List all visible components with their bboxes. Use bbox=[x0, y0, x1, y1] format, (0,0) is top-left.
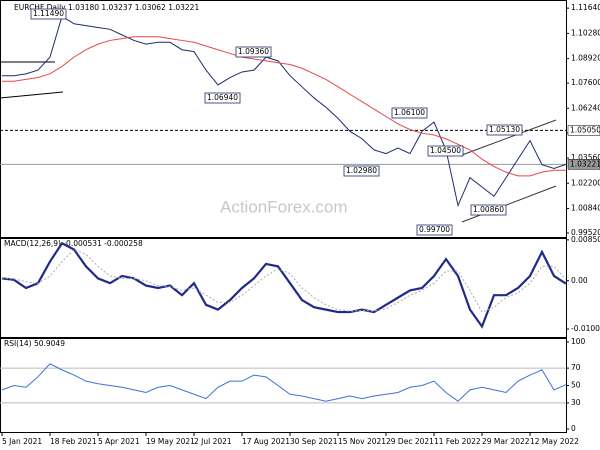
x-tick-label: 30 Sep 2021 bbox=[290, 437, 338, 446]
y-tick-label: 100 bbox=[571, 337, 586, 346]
x-tick-label: 18 Feb 2021 bbox=[50, 437, 97, 446]
level-label: 1.05050 bbox=[570, 125, 600, 134]
y-tick-label: 1.10280 bbox=[571, 28, 600, 37]
y-tick-label: 0.99520 bbox=[571, 228, 600, 237]
channel-line bbox=[461, 119, 557, 156]
x-tick-label: 2 Jul 2021 bbox=[194, 437, 232, 446]
annotation: 1.06940 bbox=[207, 93, 238, 102]
rsi-title: RSI(14) 50.9049 bbox=[4, 339, 65, 348]
macd-title: MACD(12,26,9) -0.000531 -0.000258 bbox=[4, 239, 143, 248]
x-tick-label: 5 Apr 2021 bbox=[98, 437, 140, 446]
annotation-box bbox=[470, 204, 507, 216]
level-label: 1.03221 bbox=[570, 159, 600, 168]
annotation: 1.04500 bbox=[430, 146, 461, 155]
level-label-box bbox=[567, 125, 600, 136]
y-tick-label: 0.00 bbox=[571, 276, 588, 285]
y-tick-label: 1.00840 bbox=[571, 204, 600, 213]
y-tick-label: 0.008507 bbox=[571, 235, 600, 244]
annotation-box bbox=[204, 92, 241, 104]
series-line bbox=[2, 15, 567, 208]
x-tick-label: 5 Jan 2021 bbox=[2, 437, 42, 446]
annotation-box bbox=[391, 107, 428, 119]
y-tick-label: 1.02200 bbox=[571, 178, 600, 187]
price-title: EURCHF,Daily 1.03180 1.03237 1.03062 1.0… bbox=[14, 3, 199, 12]
level-label-box bbox=[567, 159, 600, 170]
annotation-box bbox=[416, 224, 453, 236]
x-tick-label: 12 May 2022 bbox=[530, 437, 579, 446]
y-tick-label: 30 bbox=[571, 398, 581, 407]
price-panel bbox=[0, 0, 567, 238]
y-tick-label: 70 bbox=[571, 363, 581, 372]
annotation: 0.99700 bbox=[419, 225, 450, 234]
y-tick-label: 1.03560 bbox=[571, 153, 600, 162]
channel-line bbox=[461, 185, 557, 223]
y-tick-label: 1.07600 bbox=[571, 78, 600, 87]
annotation: 1.00860 bbox=[473, 205, 504, 214]
x-tick-label: 15 Nov 2021 bbox=[338, 437, 386, 446]
rsi-panel bbox=[0, 338, 567, 433]
series-line bbox=[2, 36, 566, 177]
y-tick-label: 1.06240 bbox=[571, 103, 600, 112]
x-tick-label: 17 Aug 2021 bbox=[242, 437, 290, 446]
watermark: ActionForex.com bbox=[220, 197, 348, 216]
annotation-box bbox=[427, 145, 464, 157]
annotation: 1.02980 bbox=[346, 166, 377, 175]
annotation: 1.09360 bbox=[238, 47, 269, 56]
x-tick-label: 29 Dec 2021 bbox=[386, 437, 434, 446]
y-tick-label: 1.11640 bbox=[571, 3, 600, 12]
series-line bbox=[1, 363, 567, 402]
annotation-box bbox=[235, 46, 272, 58]
x-tick-label: 11 Feb 2022 bbox=[434, 437, 481, 446]
y-tick-label: 50 bbox=[571, 381, 581, 390]
macd-panel bbox=[0, 238, 567, 338]
series-line bbox=[1, 248, 567, 313]
annotation-box bbox=[343, 165, 380, 177]
annotation: 1.05130 bbox=[489, 125, 520, 134]
annotation: 1.06100 bbox=[394, 108, 425, 117]
annotation-box bbox=[486, 124, 523, 136]
y-tick-label: -0.010034 bbox=[571, 324, 600, 333]
y-tick-label: 1.08920 bbox=[571, 54, 600, 63]
trendline bbox=[0, 91, 64, 99]
x-tick-label: 19 May 2021 bbox=[146, 437, 195, 446]
x-tick-label: 29 Mar 2022 bbox=[482, 437, 530, 446]
annotation-box bbox=[30, 8, 67, 20]
annotation: 1.11490 bbox=[33, 9, 64, 18]
series-line bbox=[1, 241, 567, 329]
y-tick-label: 0 bbox=[571, 424, 576, 433]
